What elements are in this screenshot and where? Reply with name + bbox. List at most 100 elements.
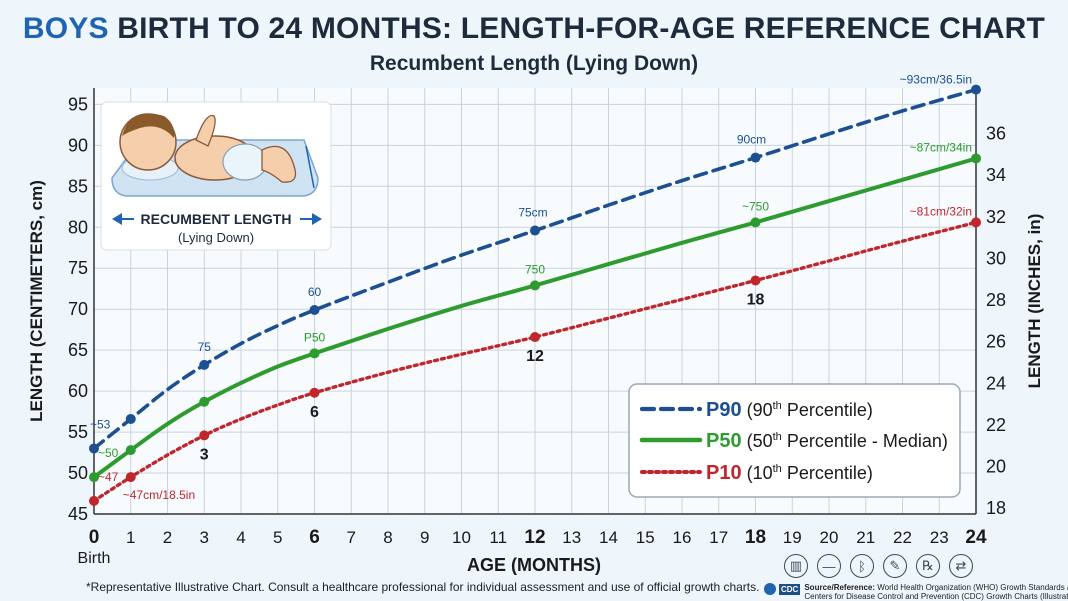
chart-icon: ▥ — [784, 554, 808, 578]
data-label-p10: 3 — [200, 446, 209, 463]
footnote: *Representative Illustrative Chart. Cons… — [86, 580, 760, 594]
who-logo — [764, 583, 776, 595]
bluetooth-icon: ᛒ — [850, 554, 874, 578]
y2-tick-label: 34 — [986, 165, 1006, 185]
y-tick-label: 60 — [68, 381, 88, 401]
x-axis-title: AGE (MONTHS) — [467, 555, 601, 575]
data-label-p10: 6 — [310, 404, 319, 421]
x-tick-label: 1 — [126, 528, 135, 547]
x-tick-label: 12 — [524, 527, 545, 548]
rx-icon: ℞ — [916, 554, 940, 578]
y2-tick-label: 36 — [986, 124, 1006, 144]
chart-axes: 0 1 2 3 4 5 6 7 8 9 10 11 12 13 14 15 16 17 18 19 20 21 22 23 24… — [27, 88, 1044, 575]
source-reference: CDC Source/Reference: World Health Organi… — [764, 583, 1068, 601]
legend-entry-p50: P50 (50th Percentile - Median) — [706, 430, 948, 452]
y-tick-label: 90 — [68, 135, 88, 155]
x-tick-label: 16 — [673, 528, 692, 547]
data-point-p10 — [750, 275, 761, 286]
x-tick-label: 20 — [820, 528, 839, 547]
legend-series-desc: (50 — [742, 431, 773, 451]
data-label-p90: 90cm — [737, 133, 766, 147]
legend-series-desc: (10 — [742, 463, 773, 483]
series-line-p50 — [92, 156, 978, 480]
data-point-p90 — [750, 152, 761, 163]
x-tick-label: 6 — [309, 527, 320, 548]
illustration-sublabel: (Lying Down) — [178, 230, 254, 245]
data-label-p10: ~47 — [98, 470, 119, 484]
x-tick-label: 21 — [856, 528, 875, 547]
title-accent: BOYS — [22, 12, 109, 45]
y2-tick-label: 24 — [986, 373, 1006, 393]
y2-tick-label: 20 — [986, 456, 1006, 476]
y2-tick-label: 28 — [986, 290, 1006, 310]
legend-series-desc-end: Percentile) — [782, 463, 873, 483]
x-tick-sublabel: Birth — [78, 550, 111, 567]
y2-tick-label: 18 — [986, 498, 1006, 518]
y-tick-label: 45 — [68, 504, 88, 524]
x-tick-label: 13 — [562, 528, 581, 547]
legend-ordinal: th — [773, 431, 782, 443]
data-point-p50 — [125, 445, 136, 456]
x-tick-label: 4 — [236, 528, 245, 547]
x-tick-label: 19 — [783, 528, 802, 547]
page-title: BOYS BIRTH TO 24 MONTHS: LENGTH-FOR-AGE … — [0, 12, 1068, 46]
data-label-p50: ~750 — [742, 199, 769, 213]
x-tick-label: 11 — [489, 528, 507, 547]
x-tick-label: 17 — [709, 528, 728, 547]
data-label-p90: 60 — [308, 285, 322, 299]
data-point-p90 — [530, 225, 540, 236]
data-point-p50 — [89, 472, 99, 483]
x-tick-label: 5 — [273, 528, 282, 547]
x-tick-label: 0 — [89, 527, 100, 548]
data-point-p10 — [89, 495, 99, 506]
y-tick-label: 55 — [68, 422, 88, 442]
data-point-p10 — [309, 387, 320, 398]
data-label-p90: 75 — [198, 340, 212, 354]
diaper-shape — [222, 143, 268, 181]
legend-entry-p10: P10 (10th Percentile) — [706, 462, 873, 484]
swap-icon: ⇄ — [949, 554, 973, 578]
data-label-p10: ~81cm/32in — [910, 204, 972, 218]
x-tick-label: 10 — [452, 528, 471, 547]
y-tick-label: 80 — [68, 217, 88, 237]
legend-series-desc-end: Percentile - Median) — [782, 431, 948, 451]
baby-leg-shape — [261, 145, 297, 183]
x-tick-label: 3 — [200, 528, 209, 547]
y2-tick-label: 30 — [986, 248, 1006, 268]
source-line1: World Health Organization (WHO) Growth S… — [875, 583, 1068, 592]
data-point-p50 — [530, 280, 540, 291]
data-point-p10 — [199, 430, 210, 441]
illustration-label: RECUMBENT LENGTH — [141, 211, 292, 227]
data-label-p10: ~47cm/18.5in — [123, 488, 195, 502]
y2-axis-title: LENGTH (INCHES, in) — [1025, 214, 1044, 389]
legend-box — [628, 383, 961, 498]
x-tick-label: 23 — [930, 528, 949, 547]
y-tick-label: 85 — [68, 176, 88, 196]
source-heading: Source/Reference: — [804, 583, 876, 592]
legend-series-name: P90 — [706, 399, 742, 421]
data-point-p50 — [199, 396, 210, 407]
legend-entry-p90: P90 (90th Percentile) — [706, 399, 873, 421]
data-label-p50: P50 — [304, 330, 326, 344]
data-label-p50: ~87cm/34in — [910, 140, 972, 154]
data-point-p90 — [309, 305, 320, 316]
data-point-p10 — [971, 217, 981, 228]
x-tick-label: 7 — [347, 528, 356, 547]
data-point-p50 — [971, 153, 981, 164]
pen-icon: ✎ — [883, 554, 907, 578]
x-tick-label: 8 — [383, 528, 392, 547]
baby-arm-shape — [195, 114, 216, 147]
data-point-p10 — [125, 472, 136, 483]
chart-series: ~53 75 60 75cm 90cm ~93cm/36.5in ~50 P50 750 ~750… — [89, 73, 981, 506]
data-point-p90 — [199, 359, 210, 370]
source-text: Source/Reference: World Health Organizat… — [804, 583, 1068, 601]
x-tick-label: 22 — [893, 528, 912, 547]
data-label-p90: 75cm — [518, 206, 547, 220]
data-point-p50 — [309, 348, 320, 359]
data-point-p90 — [89, 443, 99, 454]
y2-tick-label: 26 — [986, 332, 1006, 352]
series-line-p10 — [92, 220, 978, 503]
x-tick-label: 24 — [965, 527, 987, 548]
